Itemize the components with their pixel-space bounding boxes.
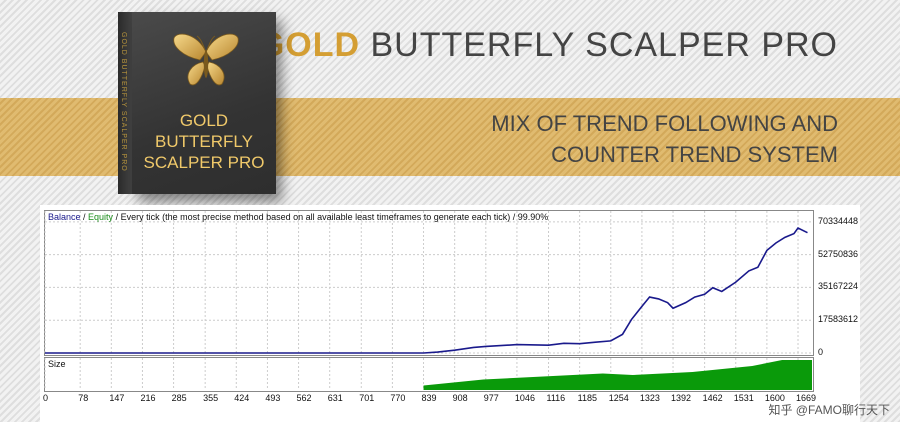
legend-equity: Equity (88, 212, 114, 222)
chart-legend: Balance / Equity / Every tick (the most … (48, 212, 549, 222)
y-tick-label: 17583612 (818, 314, 859, 325)
x-tick-label: 78 (78, 393, 89, 403)
x-tick-label: 1323 (639, 393, 660, 403)
balance-series-line (45, 227, 808, 354)
tagline-line-1: MIX OF TREND FOLLOWING AND (491, 111, 838, 136)
x-tick-label: 562 (296, 393, 312, 403)
x-tick-label: 631 (327, 393, 343, 403)
chart-canvas (44, 211, 812, 390)
tagline-line-2: COUNTER TREND SYSTEM (551, 142, 838, 167)
y-tick-label: 52750836 (818, 248, 859, 259)
size-series-area (423, 360, 812, 390)
x-tick-label: 1600 (764, 393, 785, 403)
tagline: MIX OF TREND FOLLOWING AND COUNTER TREND… (491, 108, 838, 170)
x-tick-label: 424 (234, 393, 250, 403)
x-tick-label: 1392 (671, 393, 692, 403)
watermark: 知乎 @FAMO聊行天下 (768, 403, 890, 417)
x-tick-label: 1116 (546, 393, 566, 403)
y-tick-label: 0 (818, 347, 824, 357)
x-tick-label: 770 (390, 393, 406, 403)
x-tick-label: 908 (452, 393, 468, 403)
balance-plot-area (44, 210, 814, 356)
product-box-title: GOLD BUTTERFLY SCALPER PRO (143, 111, 265, 172)
page-title: GOLD BUTTERFLY SCALPER PRO (257, 26, 838, 64)
backtest-chart: Balance / Equity / Every tick (the most … (40, 205, 860, 422)
legend-balance: Balance (48, 212, 81, 222)
x-tick-label: 285 (171, 393, 187, 403)
x-tick-label: 839 (421, 393, 437, 403)
butterfly-icon (173, 33, 239, 86)
size-panel-label: Size (48, 359, 66, 369)
x-tick-label: 1669 (796, 393, 817, 403)
x-tick-label: 0 (43, 393, 49, 403)
x-tick-label: 701 (359, 393, 375, 403)
product-box-side: GOLD BUTTERFLY SCALPER PRO (118, 12, 132, 194)
x-tick-label: 1531 (733, 393, 754, 403)
y-tick-label: 35167224 (818, 281, 859, 292)
x-tick-label: 147 (109, 393, 125, 403)
y-tick-label: 70334448 (818, 215, 859, 226)
x-tick-label: 1046 (514, 393, 535, 403)
product-box: GOLD BUTTERFLY SCALPER PRO GOLD BUTTERFL… (118, 12, 276, 194)
x-tick-label: 216 (140, 393, 156, 403)
x-tick-label: 1254 (608, 393, 629, 403)
x-tick-label: 977 (483, 393, 499, 403)
x-tick-label: 1462 (702, 393, 723, 403)
x-tick-label: 355 (203, 393, 219, 403)
x-tick-label: 493 (265, 393, 281, 403)
x-tick-label: 1185 (577, 393, 597, 403)
product-box-front: GOLD BUTTERFLY SCALPER PRO (132, 12, 276, 194)
